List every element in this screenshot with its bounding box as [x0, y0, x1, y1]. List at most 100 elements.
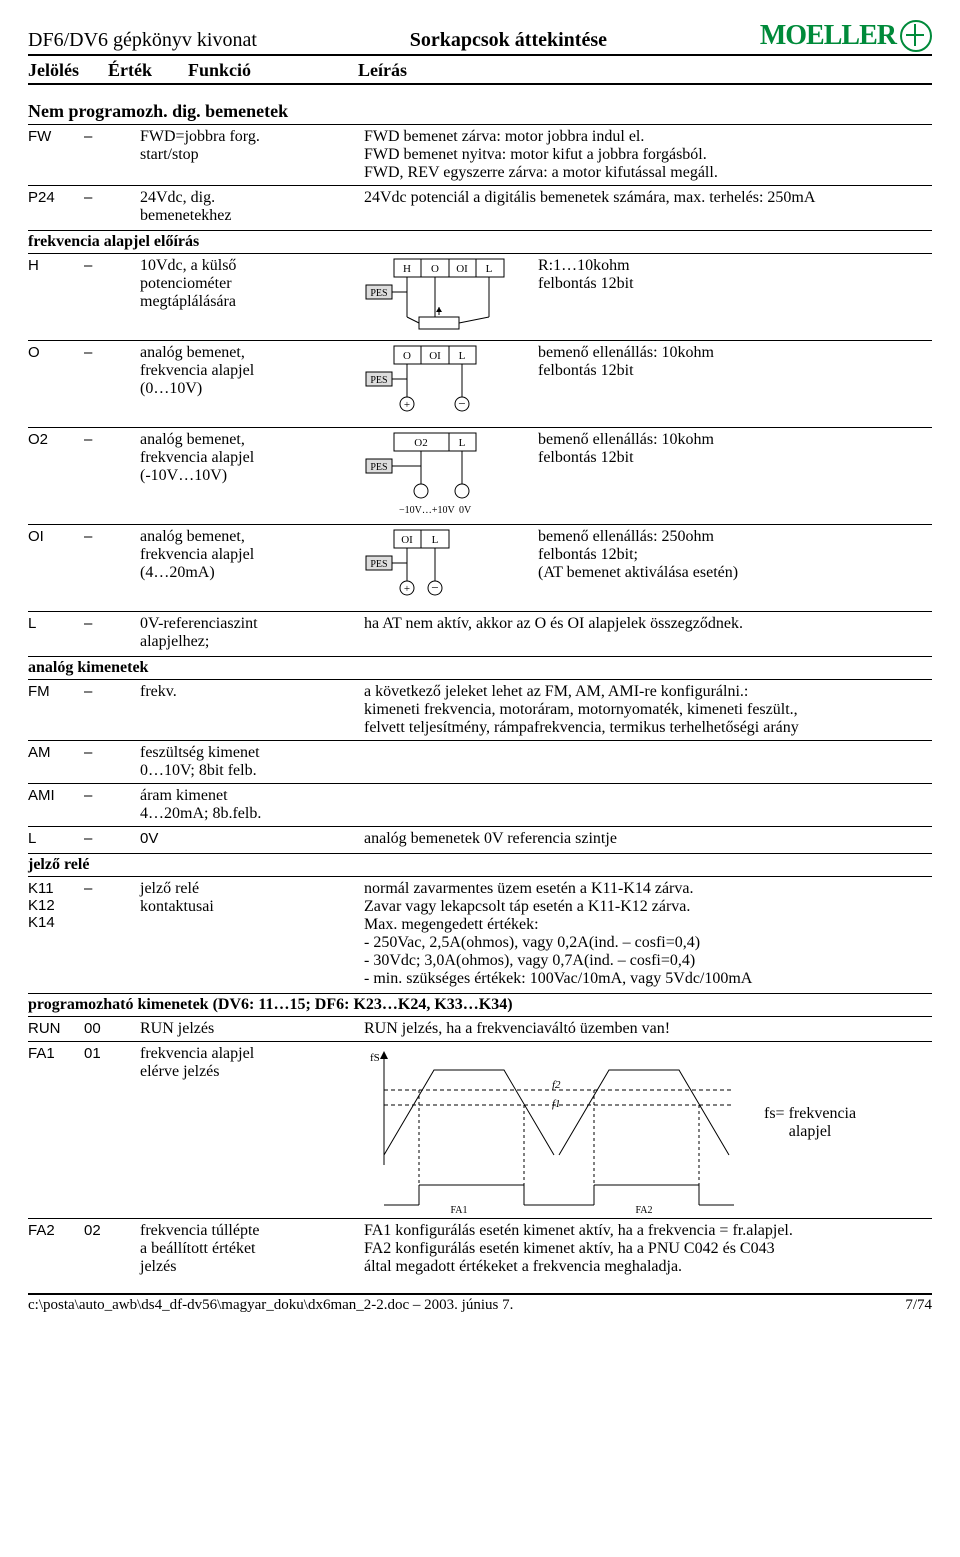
row-fw: FW – FWD=jobbra forg. start/stop FWD bem… [28, 125, 932, 185]
cell: – [84, 257, 140, 274]
row-o2: O2 – analóg bemenet, frekvencia alapjel … [28, 427, 932, 524]
cell: – [84, 615, 140, 632]
row-run: RUN 00 RUN jelzés RUN jelzés, ha a frekv… [28, 1017, 932, 1041]
cell: analóg bemenet, frekvencia alapjel (-10V… [140, 431, 364, 485]
cell: – [84, 528, 140, 545]
svg-text:−: − [458, 396, 465, 411]
cell: FA1 [28, 1045, 84, 1062]
svg-text:L: L [459, 350, 466, 362]
cell: – [84, 880, 140, 897]
section-prog-outputs: programozható kimenetek (DV6: 11…15; DF6… [28, 993, 932, 1017]
cell: frekv. [140, 683, 364, 701]
header-left: DF6/DV6 gépkönyv kivonat [28, 29, 257, 52]
diagram-oi: OI L PES + − [364, 528, 524, 608]
row-ami: AMI – áram kimenet 4…20mA; 8b.felb. [28, 783, 932, 826]
svg-text:H: H [403, 263, 411, 275]
cell: AM [28, 744, 84, 761]
cell: – [84, 683, 140, 700]
cell: – [84, 830, 140, 847]
svg-text:L: L [432, 534, 439, 546]
page-footer: c:\posta\auto_awb\ds4_df-dv56\magyar_dok… [28, 1293, 932, 1314]
section-relay: jelző relé [28, 853, 932, 877]
cell: – [84, 189, 140, 206]
cell: P24 [28, 189, 84, 206]
row-k: K11 K12 K14 – jelző relé kontaktusai nor… [28, 877, 932, 991]
cell: analóg bemenet, frekvencia alapjel (4…20… [140, 528, 364, 582]
row-l-out: L – 0V analóg bemenetek 0V referencia sz… [28, 826, 932, 851]
svg-text:PES: PES [370, 462, 387, 473]
cell: normál zavarmentes üzem esetén a K11-K14… [364, 880, 932, 988]
cell: ha AT nem aktív, akkor az O és OI alapje… [364, 615, 932, 633]
cell: O [28, 344, 84, 361]
cell: AMI [28, 787, 84, 804]
doc-header: DF6/DV6 gépkönyv kivonat Sorkapcsok átte… [28, 20, 932, 56]
row-l: L – 0V-referenciaszint alapjelhez; ha AT… [28, 611, 932, 654]
diagram-fa: fS f2 f1 [364, 1045, 744, 1215]
svg-text:f1: f1 [552, 1098, 561, 1110]
section-freq-setpoint: frekvencia alapjel előírás [28, 230, 932, 254]
cell: – [84, 787, 140, 804]
cell: – [84, 431, 140, 448]
row-fa2: FA2 02 frekvencia túllépte a beállított … [28, 1218, 932, 1279]
row-h: H – 10Vdc, a külső potenciométer megtápl… [28, 254, 932, 340]
svg-text:−10V…+10V: −10V…+10V [399, 505, 456, 516]
cell: FA2 [28, 1222, 84, 1239]
page: DF6/DV6 gépkönyv kivonat Sorkapcsok átte… [0, 0, 960, 1324]
svg-text:f2: f2 [552, 1079, 561, 1091]
svg-text:O: O [431, 263, 439, 275]
cell: FM [28, 683, 84, 700]
cell: 10Vdc, a külső potenciométer megtáplálás… [140, 257, 364, 311]
row-oi: OI – analóg bemenet, frekvencia alapjel … [28, 524, 932, 611]
svg-text:−: − [431, 580, 438, 595]
colhead-jeloles: Jelölés [28, 60, 108, 81]
svg-text:L: L [486, 263, 493, 275]
svg-text:OI: OI [456, 263, 468, 275]
column-headers: Jelölés Érték Funkció Leírás [28, 56, 932, 85]
cell: H [28, 257, 84, 274]
colhead-funkcio: Funkció [188, 60, 358, 81]
svg-text:0V: 0V [459, 505, 472, 516]
cell: FW [28, 128, 84, 145]
svg-text:O: O [403, 350, 411, 362]
colhead-leiras: Leírás [358, 60, 932, 81]
cell: feszültség kimenet 0…10V; 8bit felb. [140, 744, 364, 780]
cell: FA1 konfigurálás esetén kimenet aktív, h… [364, 1222, 932, 1276]
cell: O2 [28, 431, 84, 448]
svg-text:L: L [459, 437, 466, 449]
diagram-h: H O OI L PES [364, 257, 524, 337]
cell: frekvencia túllépte a beállított értéket… [140, 1222, 364, 1276]
header-title: Sorkapcsok áttekintése [410, 29, 607, 52]
colhead-ertek: Érték [108, 60, 188, 81]
cell: 02 [84, 1222, 140, 1239]
row-p24: P24 – 24Vdc, dig. bemenetekhez 24Vdc pot… [28, 185, 932, 228]
svg-text:OI: OI [429, 350, 441, 362]
desc: bemenő ellenállás: 10kohm felbontás 12bi… [538, 344, 868, 380]
cell: O OI L PES + − bemenő ellenállás: 10kohm… [364, 344, 932, 424]
diagram-o2: O2 L PES −10V…+10V 0V [364, 431, 524, 521]
desc: bemenő ellenállás: 250ohm felbontás 12bi… [538, 528, 868, 582]
section-analog-outputs: analóg kimenetek [28, 656, 932, 680]
cell: K11 K12 K14 [28, 880, 84, 931]
row-o: O – analóg bemenet, frekvencia alapjel (… [28, 340, 932, 427]
diagram-o: O OI L PES + − [364, 344, 524, 424]
cell: analóg bemenet, frekvencia alapjel (0…10… [140, 344, 364, 398]
svg-text:PES: PES [370, 375, 387, 386]
svg-text:+: + [404, 399, 410, 411]
svg-text:FA2: FA2 [635, 1205, 652, 1215]
cell: frekvencia alapjel elérve jelzés [140, 1045, 364, 1081]
cell: fS f2 f1 [364, 1045, 932, 1215]
cell: OI [28, 528, 84, 545]
desc: R:1…10kohm felbontás 12bit [538, 257, 868, 293]
cell: 24Vdc, dig. bemenetekhez [140, 189, 364, 225]
cell: RUN jelzés [140, 1020, 364, 1038]
cell: RUN [28, 1020, 84, 1037]
cell: a következő jeleket lehet az FM, AM, AMI… [364, 683, 932, 737]
svg-text:+: + [404, 583, 410, 595]
section-nonprog-dig-inputs: Nem programozh. dig. bemenetek [28, 101, 932, 125]
cell: – [84, 344, 140, 361]
row-fa1: FA1 01 frekvencia alapjel elérve jelzés … [28, 1041, 932, 1218]
brand-text: MOELLER [760, 20, 896, 52]
cell: 24Vdc potenciál a digitális bemenetek sz… [364, 189, 932, 207]
svg-text:fS: fS [370, 1052, 380, 1064]
brand-logo: MOELLER [760, 20, 932, 52]
